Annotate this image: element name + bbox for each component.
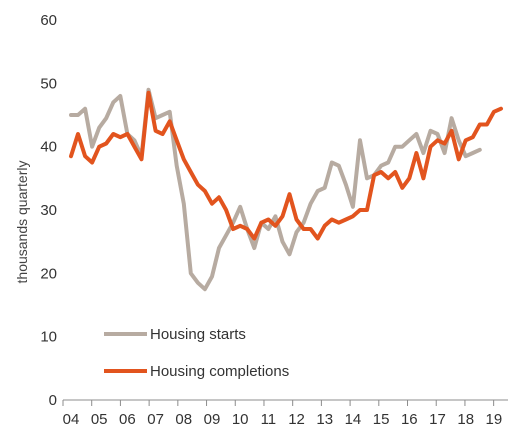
legend-label-housing-starts: Housing starts bbox=[150, 326, 246, 343]
x-tick-label: 13 bbox=[316, 411, 333, 428]
x-tick-label: 06 bbox=[119, 411, 136, 428]
y-axis-label: thousands quarterly bbox=[14, 161, 30, 284]
x-tick-label: 04 bbox=[63, 411, 80, 428]
x-tick-label: 15 bbox=[373, 411, 390, 428]
y-tick-label: 50 bbox=[40, 75, 57, 92]
y-tick-label: 60 bbox=[40, 12, 57, 29]
x-tick-label: 18 bbox=[457, 411, 474, 428]
y-tick-label: 10 bbox=[40, 329, 57, 346]
y-tick-label: 20 bbox=[40, 265, 57, 282]
x-tick-label: 07 bbox=[147, 411, 164, 428]
series-layer bbox=[69, 87, 503, 292]
x-tick-label: 08 bbox=[175, 411, 192, 428]
y-tick-label: 30 bbox=[40, 202, 57, 219]
x-tick-label: 11 bbox=[261, 411, 277, 428]
x-tick-label: 05 bbox=[91, 411, 108, 428]
series-line-housing-starts bbox=[69, 87, 482, 292]
x-tick-label: 19 bbox=[486, 411, 503, 428]
series-line-housing-completions bbox=[69, 90, 503, 241]
x-tick-label: 09 bbox=[204, 411, 221, 428]
x-axis: 04 05 06 07 08 09 10 11 12 13 14 15 16 17 18 19 bbox=[62, 399, 508, 428]
y-tick-label: 40 bbox=[40, 139, 57, 156]
x-tick-label: 17 bbox=[429, 411, 446, 428]
legend: Housing starts Housing completions bbox=[104, 326, 289, 380]
x-tick-label: 10 bbox=[232, 411, 249, 428]
x-tick-label: 16 bbox=[401, 411, 418, 428]
y-axis: 0 10 20 30 40 50 60 bbox=[40, 12, 57, 409]
legend-label-housing-completions: Housing completions bbox=[150, 363, 289, 380]
x-tick-label: 12 bbox=[288, 411, 305, 428]
y-tick-label: 0 bbox=[49, 392, 57, 409]
x-tick-label: 14 bbox=[345, 411, 362, 428]
